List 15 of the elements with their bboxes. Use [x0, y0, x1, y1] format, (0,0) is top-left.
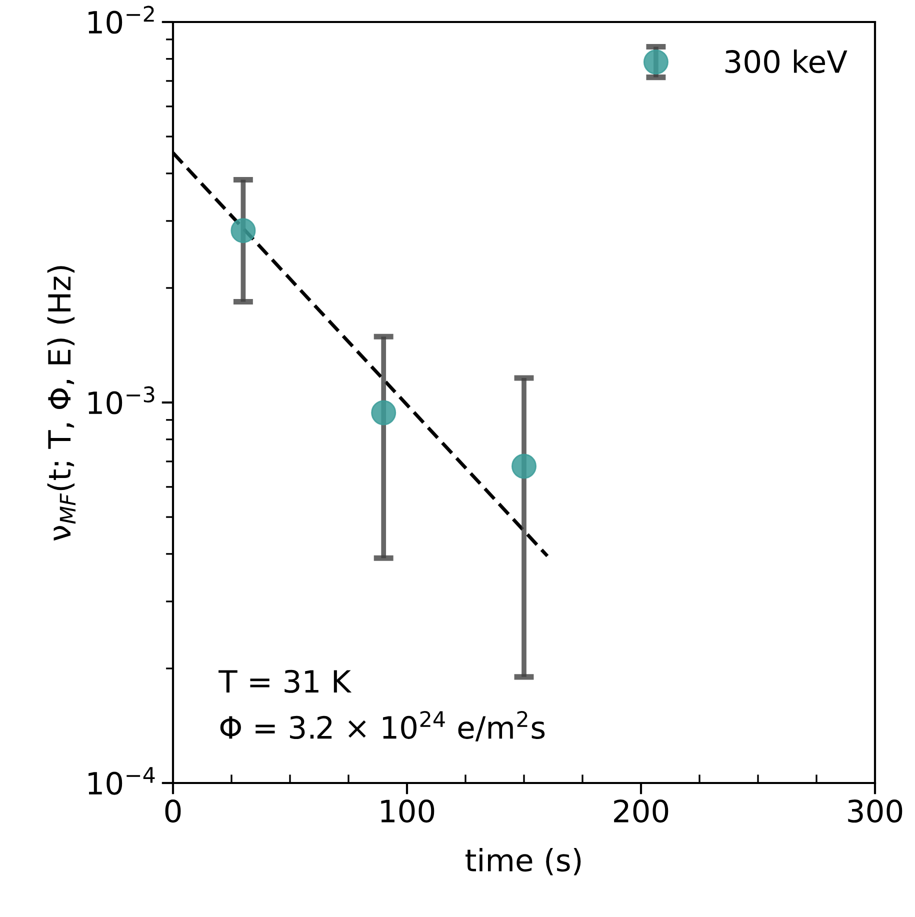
y-tick-label: 10$^{−4}$ — [88, 767, 155, 795]
legend-label: 300 keV — [726, 50, 848, 74]
x-tick-label: 100 — [381, 800, 434, 823]
annotation: Φ = 3.2 × 10$^{24}$ e/m$^{2}$s — [220, 711, 545, 742]
x-tick-label: 300 — [848, 800, 902, 823]
x-axis-title: time (s) — [466, 848, 581, 876]
y-tick-label: 10$^{−2}$ — [88, 6, 154, 34]
x-tick-label: 200 — [614, 800, 668, 823]
y-axis-title: ν$_{MF}$(t; T, Φ, E) (Hz) — [47, 266, 76, 541]
annotation: T = 31 K — [218, 670, 352, 693]
x-tick-label: 0 — [165, 800, 181, 823]
point — [512, 454, 536, 479]
y-tick-label: 10$^{−3}$ — [88, 386, 154, 414]
point — [230, 218, 256, 244]
point — [371, 400, 396, 426]
